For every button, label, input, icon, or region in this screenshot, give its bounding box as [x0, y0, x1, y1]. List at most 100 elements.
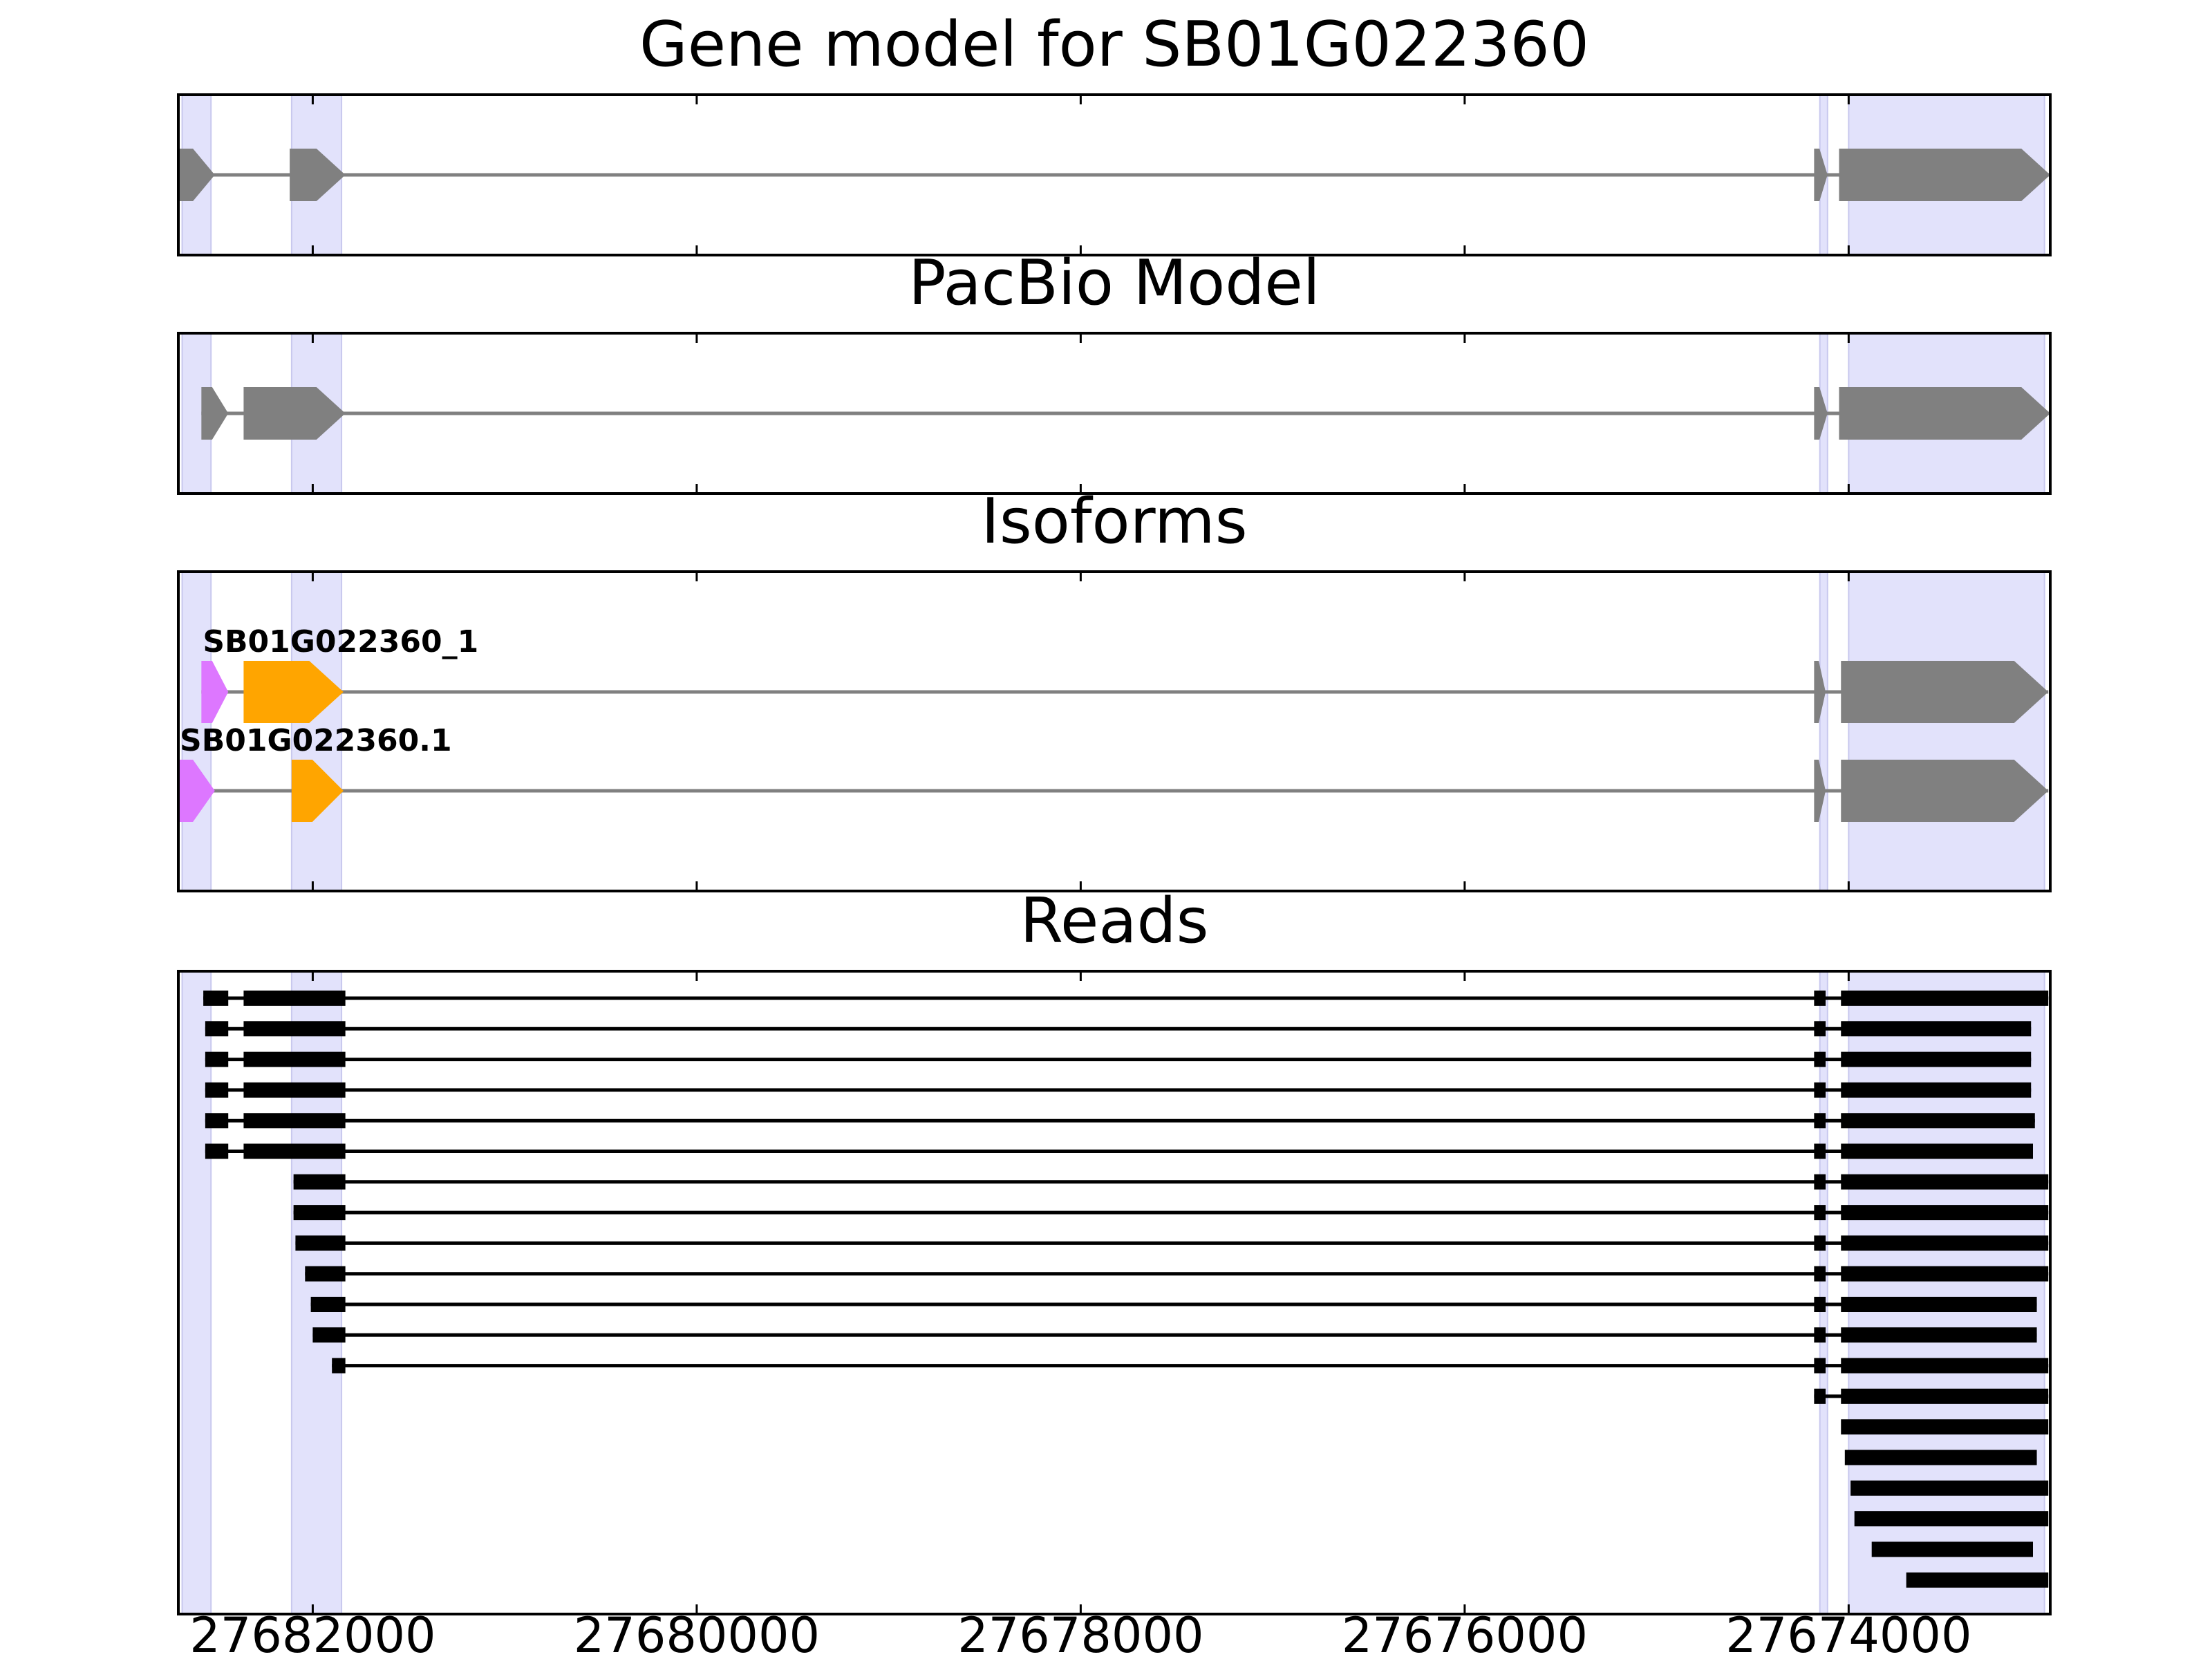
- read-exon-block: [205, 1082, 229, 1098]
- read-exon-block: [1814, 1297, 1826, 1312]
- read-exon-block: [1844, 1450, 2037, 1465]
- panel-pacbio-model: PacBio Model: [177, 247, 2052, 495]
- read-exon-block: [1841, 991, 2049, 1006]
- read-exon-block: [1850, 1480, 2049, 1496]
- shaded-region: [290, 971, 343, 1615]
- read-exon-block: [1841, 1419, 2049, 1435]
- read-exon-block: [1814, 1358, 1826, 1374]
- exon-block-utr5: [201, 661, 229, 723]
- panel-frame: [177, 93, 2052, 256]
- read-exon-block: [1841, 1358, 2049, 1374]
- read-exon-block: [310, 1297, 346, 1312]
- x-axis-tick-labels: 27682000 27680000 27678000 27676000 27674000: [189, 1607, 1971, 1659]
- panel-title-gene-model: Gene model for SB01G022360: [639, 8, 1589, 81]
- read-exon-block: [243, 991, 346, 1006]
- gene-model-track: [178, 149, 2050, 201]
- read-exon-block: [1841, 1205, 2049, 1221]
- read-exon-block: [1841, 1235, 2049, 1251]
- read-exon-block: [1814, 1051, 1826, 1067]
- read-exon-block: [1841, 1143, 2034, 1159]
- read-exon-block: [1906, 1572, 2049, 1588]
- read-exon-block: [1854, 1511, 2049, 1527]
- exon-block-utr3: [1841, 760, 2049, 822]
- read-exon-block: [332, 1358, 346, 1374]
- x-tick-label: 27682000: [189, 1607, 435, 1659]
- read-exon-block: [293, 1174, 346, 1190]
- read-exon-block: [243, 1082, 346, 1098]
- read-exon-block: [1814, 1143, 1826, 1159]
- read-exon-block: [312, 1327, 346, 1343]
- read-exon-block: [1814, 1327, 1826, 1343]
- read-exon-block: [1871, 1541, 2034, 1557]
- exon-block: [178, 149, 215, 201]
- panel-title-reads: Reads: [1020, 885, 1208, 957]
- x-tick-label: 27678000: [957, 1607, 1203, 1659]
- exon-block: [201, 387, 229, 440]
- shaded-region: [1819, 571, 1828, 892]
- panel-frame: [177, 332, 2052, 495]
- read-exon-block: [1814, 1388, 1826, 1404]
- read-exon-block: [1814, 1174, 1826, 1190]
- read-exon-block: [1841, 1082, 2032, 1098]
- panel-title-pacbio-model: PacBio Model: [908, 247, 1320, 319]
- exon-block: [1839, 387, 2050, 440]
- shaded-region: [1848, 571, 2045, 892]
- x-tick-label: 27680000: [574, 1607, 820, 1659]
- exon-block: [1814, 387, 1828, 440]
- read-exon-block: [1841, 1297, 2037, 1312]
- x-tick-label: 27674000: [1725, 1607, 1971, 1659]
- pacbio-model-track: [201, 387, 2050, 440]
- read-exon-block: [1841, 1174, 2049, 1190]
- isoform-label: SB01G022360_1: [203, 624, 478, 659]
- read-exon-block: [1814, 1021, 1826, 1037]
- read-exon-block: [1814, 1235, 1826, 1251]
- exon-block-utr5: [178, 760, 215, 822]
- panel-frame: [177, 970, 2052, 1615]
- read-exon-block: [1841, 1327, 2037, 1343]
- read-exon-block: [1841, 1051, 2032, 1067]
- exon-block-utr3: [1814, 661, 1826, 723]
- read-exon-block: [243, 1113, 346, 1129]
- exon-block: [243, 387, 346, 440]
- x-axis-ticks: [311, 572, 1850, 891]
- panel-frame: [177, 570, 2052, 892]
- shaded-region: [1848, 971, 2045, 1615]
- shaded-region: [181, 571, 212, 892]
- panel-gene-model: Gene model for SB01G022360: [177, 8, 2052, 256]
- exon-block-utr3: [1814, 760, 1826, 822]
- isoform-label: SB01G022360.1: [180, 723, 452, 758]
- exon-block-cds: [291, 760, 344, 822]
- read-exon-block: [1814, 1113, 1826, 1129]
- x-tick-label: 27676000: [1342, 1607, 1588, 1659]
- read-exon-block: [1841, 1266, 2049, 1282]
- read-exon-block: [1841, 1113, 2035, 1129]
- read-exon-block: [243, 1143, 346, 1159]
- read-exon-block: [243, 1051, 346, 1067]
- isoform-tracks: SB01G022360_1 SB01G022360.1: [178, 624, 2049, 822]
- shaded-region: [1819, 971, 1828, 1615]
- x-axis-ticks: [311, 971, 1850, 1614]
- panel-reads: Reads 27682000 27680000 27678000 27676000 27…: [177, 885, 2052, 1659]
- read-exon-block: [1814, 1082, 1826, 1098]
- panel-title-isoforms: Isoforms: [981, 485, 1247, 558]
- read-exon-block: [243, 1021, 346, 1037]
- panel-isoforms: Isoforms SB01G022360_1 SB01G022360.1: [177, 485, 2052, 892]
- read-exon-block: [1814, 1205, 1826, 1221]
- exon-block-utr3: [1841, 661, 2049, 723]
- read-exon-block: [205, 1113, 229, 1129]
- read-tracks: [203, 991, 2049, 1588]
- read-exon-block: [1814, 1266, 1826, 1282]
- read-exon-block: [295, 1235, 346, 1251]
- shaded-region: [181, 971, 212, 1615]
- read-exon-block: [205, 1143, 229, 1159]
- read-exon-block: [203, 991, 229, 1006]
- shaded-regions: [181, 971, 2045, 1615]
- shaded-regions: [181, 571, 2045, 892]
- read-exon-block: [1841, 1021, 2032, 1037]
- x-axis-ticks: [311, 95, 1850, 255]
- exon-block: [1839, 149, 2050, 201]
- exon-block-cds: [243, 661, 344, 723]
- read-exon-block: [1814, 991, 1826, 1006]
- exon-block: [290, 149, 346, 201]
